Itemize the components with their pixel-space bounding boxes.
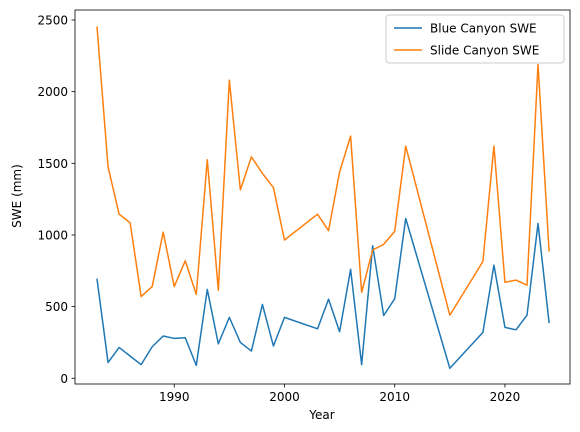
axes-frame <box>74 9 571 385</box>
y-tick-label: 0 <box>60 372 68 386</box>
legend-box <box>385 14 565 64</box>
x-tick-label: 2020 <box>490 390 521 404</box>
y-axis-label: SWE (mm) <box>10 164 24 228</box>
x-tick-label: 2000 <box>269 390 300 404</box>
y-tick-label: 1500 <box>37 157 68 171</box>
legend: Blue Canyon SWE Slide Canyon SWE <box>385 14 565 64</box>
legend-label-2: Slide Canyon SWE <box>430 44 539 58</box>
y-tick-label: 2500 <box>37 14 68 28</box>
legend-label-1: Blue Canyon SWE <box>430 22 537 36</box>
axes: 1990 2000 2010 2020 0 500 1000 1500 2000 2500 <box>37 9 571 404</box>
y-tick-label: 500 <box>45 300 68 314</box>
series-line-2 <box>96 26 550 316</box>
x-tick-label: 1990 <box>159 390 190 404</box>
y-tick-label: 2000 <box>37 85 68 99</box>
x-axis-label: Year <box>308 408 334 422</box>
y-tick-label: 1000 <box>37 228 68 242</box>
series-line-1 <box>96 217 550 369</box>
x-tick-label: 2010 <box>379 390 410 404</box>
plot-area <box>96 26 550 369</box>
